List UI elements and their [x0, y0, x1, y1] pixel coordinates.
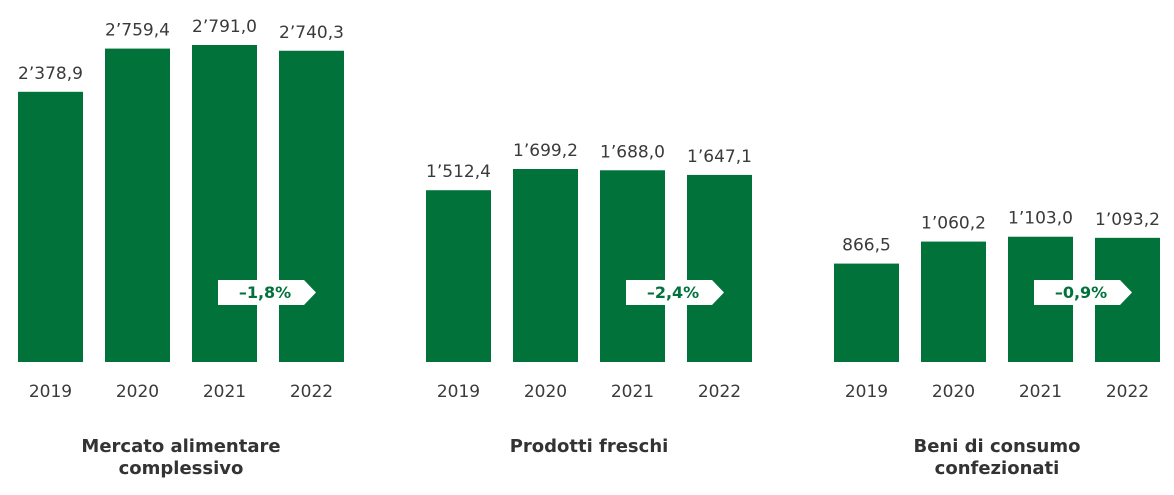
annotation-badge: [626, 280, 724, 305]
annotation: –0,9%: [1055, 283, 1107, 302]
bar: [600, 170, 665, 362]
value-label: 2’759,4: [105, 21, 170, 41]
chart-title: Mercato alimentare complessivo: [81, 436, 281, 479]
bar: [426, 190, 491, 362]
x-tick-label: 2022: [698, 382, 741, 402]
bar: [687, 174, 752, 362]
value-label: 1’093,2: [1095, 210, 1160, 230]
value-label: 2’740,3: [279, 23, 344, 43]
x-tick-label: 2020: [932, 382, 975, 402]
value-label: 1’647,1: [687, 147, 752, 167]
value-label: 2’378,9: [18, 64, 83, 84]
annotation-badge: [218, 280, 316, 305]
chart-title: Beni di consumo confezionati: [913, 436, 1081, 479]
annotation: –1,8%: [239, 283, 291, 302]
annotation: –2,4%: [647, 283, 699, 302]
value-label: 1’103,0: [1008, 209, 1073, 229]
x-tick-label: 2019: [845, 382, 888, 402]
x-tick-label: 2021: [1019, 382, 1062, 402]
annotation-badge: [1034, 280, 1132, 305]
x-tick-label: 2019: [29, 382, 72, 402]
chart-title: Prodotti freschi: [509, 436, 669, 457]
bar: [192, 44, 257, 362]
x-tick-label: 2019: [437, 382, 480, 402]
x-tick-label: 2022: [1106, 382, 1149, 402]
value-label: 1’060,2: [921, 214, 986, 234]
value-label: 1’699,2: [513, 141, 578, 161]
value-label: 1’512,4: [426, 162, 491, 182]
x-tick-label: 2021: [203, 382, 246, 402]
value-label: 866,5: [842, 236, 891, 256]
x-tick-label: 2020: [116, 382, 159, 402]
bar: [279, 50, 344, 363]
bar: [18, 91, 83, 362]
value-label: 2’791,0: [192, 17, 257, 37]
x-tick-label: 2020: [524, 382, 567, 402]
x-tick-label: 2021: [611, 382, 654, 402]
bar: [921, 241, 986, 362]
value-label: 1’688,0: [600, 142, 665, 162]
bar: [834, 263, 899, 362]
bar: [513, 169, 578, 362]
bar: [105, 48, 170, 363]
x-tick-label: 2022: [290, 382, 333, 402]
